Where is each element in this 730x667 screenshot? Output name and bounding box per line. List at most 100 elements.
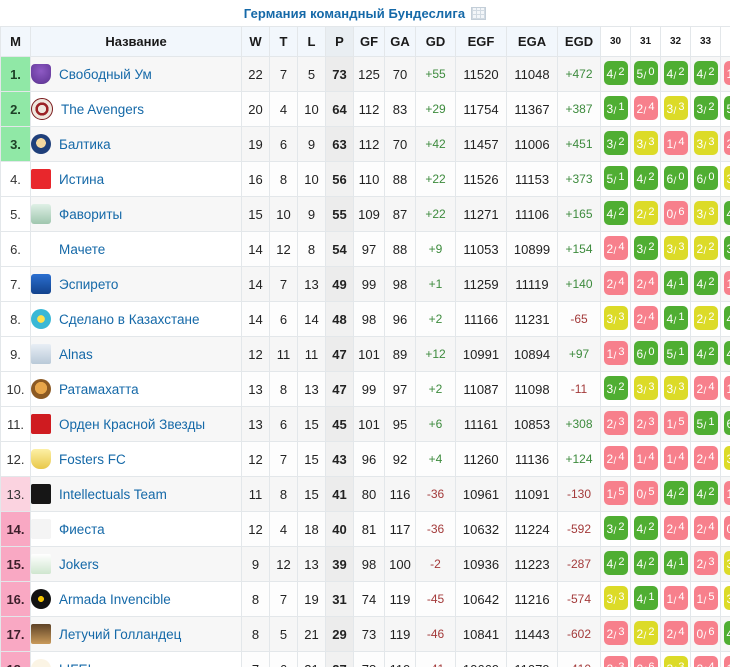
match-result-badge[interactable]: 2/4 bbox=[633, 305, 658, 330]
match-result-badge[interactable]: 2/3 bbox=[603, 620, 628, 645]
match-result-badge[interactable]: 2/4 bbox=[663, 515, 688, 540]
column-header-round-34[interactable]: 34 bbox=[720, 26, 730, 57]
column-header-gd[interactable]: GD bbox=[415, 26, 456, 57]
match-result-badge[interactable]: 4/1 bbox=[663, 270, 688, 295]
team-name-link[interactable]: Alnas bbox=[59, 346, 93, 362]
match-result-badge[interactable]: 1/4 bbox=[633, 445, 658, 470]
match-result-badge[interactable]: 4/2 bbox=[663, 60, 688, 85]
column-header-egd[interactable]: EGD bbox=[557, 26, 601, 57]
match-result-badge[interactable]: 1/4 bbox=[663, 130, 688, 155]
match-result-badge[interactable]: 2/3 bbox=[603, 410, 628, 435]
team-name-link[interactable]: Свободный Ум bbox=[59, 66, 152, 82]
match-result-badge[interactable]: 3/1 bbox=[603, 95, 628, 120]
column-header-round-30[interactable]: 30 bbox=[600, 26, 631, 57]
match-result-badge[interactable]: 0/6 bbox=[723, 515, 730, 540]
match-result-badge[interactable]: 1/5 bbox=[693, 585, 718, 610]
column-header-gf[interactable]: GF bbox=[353, 26, 385, 57]
match-result-badge[interactable]: 1/3 bbox=[603, 340, 628, 365]
match-result-badge[interactable]: 1/3 bbox=[723, 655, 730, 667]
match-result-badge[interactable]: 4/2 bbox=[723, 340, 730, 365]
match-result-badge[interactable]: 4/2 bbox=[633, 515, 658, 540]
match-result-badge[interactable]: 3/3 bbox=[633, 375, 658, 400]
match-result-badge[interactable]: 1/4 bbox=[723, 60, 730, 85]
match-result-badge[interactable]: 2/4 bbox=[633, 270, 658, 295]
match-result-badge[interactable]: 4/1 bbox=[663, 550, 688, 575]
match-result-badge[interactable]: 3/3 bbox=[723, 585, 730, 610]
match-result-badge[interactable]: 4/2 bbox=[693, 60, 718, 85]
match-result-badge[interactable]: 2/3 bbox=[603, 655, 628, 667]
team-name-link[interactable]: Armada Invencible bbox=[59, 591, 171, 607]
match-result-badge[interactable]: 2/4 bbox=[693, 445, 718, 470]
match-result-badge[interactable]: 4/2 bbox=[663, 480, 688, 505]
match-result-badge[interactable]: 2/4 bbox=[603, 270, 628, 295]
match-result-badge[interactable]: 1/5 bbox=[603, 480, 628, 505]
match-result-badge[interactable]: 6/0 bbox=[633, 340, 658, 365]
match-result-badge[interactable]: 5/1 bbox=[693, 410, 718, 435]
team-name-link[interactable]: The Avengers bbox=[61, 101, 145, 117]
column-header-name[interactable]: Название bbox=[30, 26, 242, 57]
match-result-badge[interactable]: 2/4 bbox=[693, 655, 718, 667]
match-result-badge[interactable]: 3/3 bbox=[633, 130, 658, 155]
match-result-badge[interactable]: 4/1 bbox=[663, 305, 688, 330]
column-header-rank[interactable]: M bbox=[0, 26, 31, 57]
match-result-badge[interactable]: 5/1 bbox=[603, 165, 628, 190]
match-result-badge[interactable]: 2/4 bbox=[663, 620, 688, 645]
match-result-badge[interactable]: 0/5 bbox=[633, 480, 658, 505]
match-result-badge[interactable]: 3/3 bbox=[663, 95, 688, 120]
match-result-badge[interactable]: 6/0 bbox=[723, 410, 730, 435]
team-name-link[interactable]: Эспирето bbox=[59, 276, 119, 292]
match-result-badge[interactable]: 3/2 bbox=[603, 130, 628, 155]
column-header-p[interactable]: P bbox=[325, 26, 354, 57]
match-result-badge[interactable]: 3/1 bbox=[723, 235, 730, 260]
column-header-w[interactable]: W bbox=[241, 26, 270, 57]
match-result-badge[interactable]: 4/1 bbox=[723, 305, 730, 330]
match-result-badge[interactable]: 3/3 bbox=[723, 165, 730, 190]
match-result-badge[interactable]: 0/6 bbox=[633, 655, 658, 667]
match-result-badge[interactable]: 1/4 bbox=[723, 270, 730, 295]
match-result-badge[interactable]: 3/3 bbox=[663, 375, 688, 400]
team-name-link[interactable]: LIFE! bbox=[59, 662, 91, 667]
match-result-badge[interactable]: 1/4 bbox=[723, 375, 730, 400]
team-name-link[interactable]: Балтика bbox=[59, 136, 111, 152]
team-name-link[interactable]: Фиеста bbox=[59, 521, 105, 537]
match-result-badge[interactable]: 2/4 bbox=[693, 375, 718, 400]
match-result-badge[interactable]: 4/1 bbox=[723, 620, 730, 645]
match-result-badge[interactable]: 3/3 bbox=[663, 655, 688, 667]
team-name-link[interactable]: Истина bbox=[59, 171, 105, 187]
team-name-link[interactable]: Сделано в Казахстане bbox=[59, 311, 200, 327]
match-result-badge[interactable]: 4/2 bbox=[633, 165, 658, 190]
match-result-badge[interactable]: 3/3 bbox=[663, 235, 688, 260]
match-result-badge[interactable]: 2/4 bbox=[633, 95, 658, 120]
column-header-round-33[interactable]: 33 bbox=[690, 26, 721, 57]
match-result-badge[interactable]: 2/3 bbox=[693, 550, 718, 575]
match-result-badge[interactable]: 5/1 bbox=[663, 340, 688, 365]
match-result-badge[interactable]: 3/3 bbox=[693, 200, 718, 225]
match-result-badge[interactable]: 4/1 bbox=[723, 200, 730, 225]
team-name-link[interactable]: Фавориты bbox=[59, 206, 123, 222]
match-result-badge[interactable]: 3/2 bbox=[603, 515, 628, 540]
match-result-badge[interactable]: 1/4 bbox=[663, 445, 688, 470]
match-result-badge[interactable]: 2/4 bbox=[723, 130, 730, 155]
column-header-l[interactable]: L bbox=[297, 26, 326, 57]
match-result-badge[interactable]: 4/2 bbox=[693, 270, 718, 295]
match-result-badge[interactable]: 2/4 bbox=[693, 515, 718, 540]
match-result-badge[interactable]: 2/3 bbox=[633, 410, 658, 435]
match-result-badge[interactable]: 3/3 bbox=[603, 305, 628, 330]
grid-icon[interactable] bbox=[471, 6, 487, 20]
match-result-badge[interactable]: 3/3 bbox=[693, 130, 718, 155]
column-header-ga[interactable]: GA bbox=[384, 26, 416, 57]
match-result-badge[interactable]: 6/0 bbox=[693, 165, 718, 190]
match-result-badge[interactable]: 0/6 bbox=[693, 620, 718, 645]
match-result-badge[interactable]: 3/3 bbox=[723, 550, 730, 575]
match-result-badge[interactable]: 2/2 bbox=[693, 235, 718, 260]
match-result-badge[interactable]: 2/2 bbox=[693, 305, 718, 330]
column-header-round-31[interactable]: 31 bbox=[630, 26, 661, 57]
match-result-badge[interactable]: 3/2 bbox=[633, 235, 658, 260]
match-result-badge[interactable]: 5/1 bbox=[723, 95, 730, 120]
match-result-badge[interactable]: 1/5 bbox=[723, 480, 730, 505]
team-name-link[interactable]: Ратамахатта bbox=[59, 381, 139, 397]
column-header-round-32[interactable]: 32 bbox=[660, 26, 691, 57]
match-result-badge[interactable]: 4/2 bbox=[693, 480, 718, 505]
team-name-link[interactable]: Орден Красной Звезды bbox=[59, 416, 206, 432]
match-result-badge[interactable]: 3/2 bbox=[693, 95, 718, 120]
